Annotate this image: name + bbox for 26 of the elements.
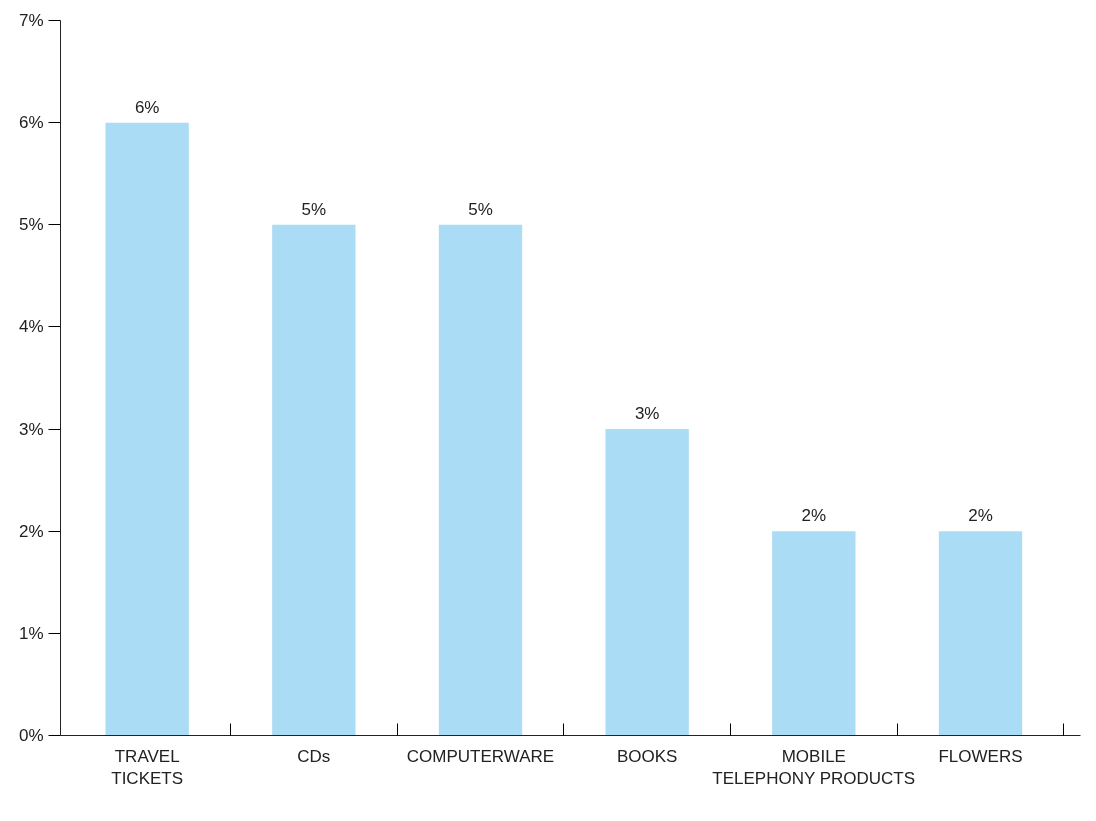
y-tick-label: 7% bbox=[18, 11, 44, 30]
y-tick-label: 0% bbox=[18, 726, 44, 745]
data-label: 2% bbox=[968, 506, 993, 526]
y-tick-label: 6% bbox=[18, 113, 44, 133]
x-tick-label: FLOWERS bbox=[938, 746, 1023, 766]
data-label: 2% bbox=[801, 506, 827, 526]
data-label: 6% bbox=[134, 97, 160, 117]
x-tick-label: COMPUTERWARE bbox=[406, 746, 555, 766]
bar bbox=[605, 429, 689, 736]
data-label: 5% bbox=[301, 199, 327, 219]
data-label: 3% bbox=[634, 404, 660, 424]
x-tick-label: MOBILE TELEPHONY PRODUCTS bbox=[712, 746, 916, 789]
data-label: 5% bbox=[468, 199, 493, 219]
x-tick-label: TRAVEL TICKETS bbox=[111, 746, 184, 789]
bar bbox=[938, 531, 1023, 736]
x-tick-label: BOOKS bbox=[616, 746, 678, 766]
bar bbox=[772, 531, 856, 736]
y-tick-label: 3% bbox=[18, 419, 44, 439]
bar bbox=[272, 224, 356, 736]
bar bbox=[438, 224, 523, 736]
y-tick-label: 4% bbox=[18, 317, 44, 337]
y-tick-label: 5% bbox=[18, 215, 44, 235]
y-tick-label: 1% bbox=[18, 623, 44, 643]
bar bbox=[105, 122, 189, 736]
x-tick-label: CDs bbox=[297, 746, 331, 766]
y-tick-label: 2% bbox=[18, 521, 44, 541]
